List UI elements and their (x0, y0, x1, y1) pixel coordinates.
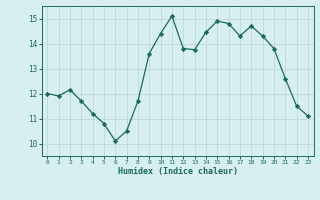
X-axis label: Humidex (Indice chaleur): Humidex (Indice chaleur) (118, 167, 237, 176)
